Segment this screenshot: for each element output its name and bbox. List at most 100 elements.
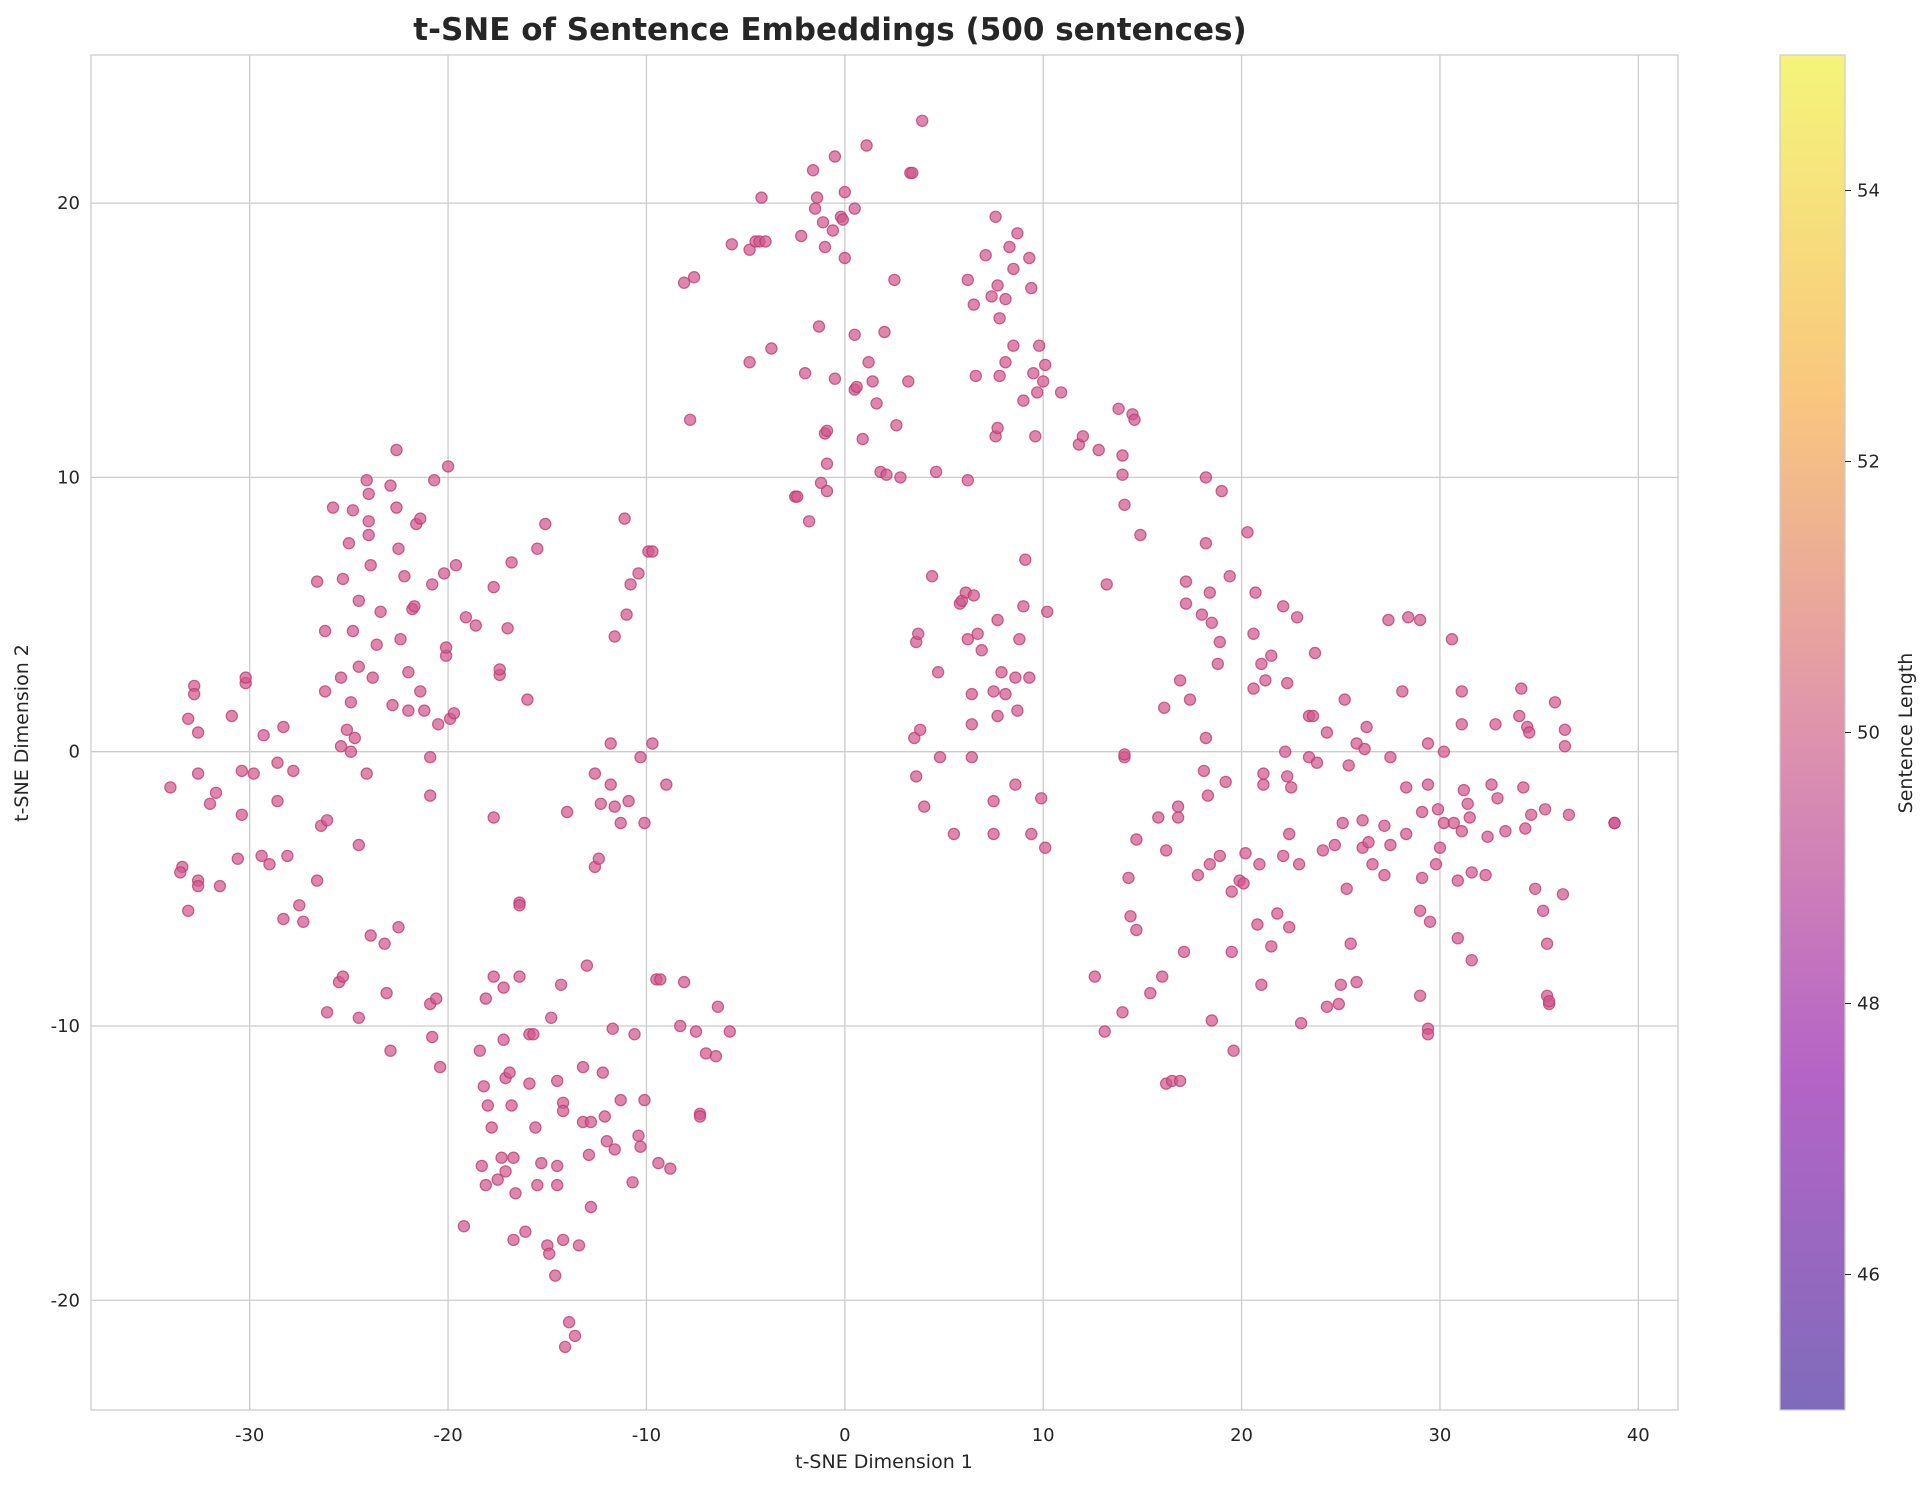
- data-point: [364, 559, 377, 572]
- data-point: [1292, 858, 1306, 871]
- data-point: [1542, 995, 1556, 1008]
- data-point: [572, 1239, 586, 1252]
- data-point: [1433, 841, 1447, 854]
- plot-frame: [90, 54, 1679, 1411]
- data-point: [481, 1099, 494, 1112]
- data-point: [677, 276, 691, 289]
- data-point: [1278, 745, 1292, 758]
- data-point: [1284, 781, 1298, 794]
- data-point: [991, 613, 1004, 627]
- data-point: [1413, 989, 1427, 1003]
- data-point: [814, 476, 828, 490]
- data-point: [1479, 868, 1492, 882]
- data-point: [1524, 808, 1538, 822]
- data-point: [247, 767, 260, 780]
- data-point: [1255, 657, 1268, 671]
- data-point: [1130, 923, 1143, 937]
- data-point: [1421, 1027, 1435, 1041]
- data-point: [543, 1247, 556, 1260]
- data-point: [1429, 858, 1443, 871]
- data-point: [352, 1011, 365, 1025]
- data-point: [394, 633, 407, 646]
- data-point: [1276, 600, 1290, 613]
- data-point: [618, 512, 631, 525]
- data-point: [374, 605, 387, 619]
- data-point: [820, 424, 834, 437]
- data-point: [352, 594, 365, 608]
- data-point: [1519, 822, 1532, 835]
- data-point: [916, 114, 929, 128]
- data-point: [806, 163, 820, 177]
- data-point: [1173, 674, 1187, 687]
- data-point: [1399, 781, 1413, 794]
- data-point: [457, 1219, 471, 1233]
- data-point: [487, 580, 500, 594]
- data-point: [360, 767, 373, 780]
- data-point: [1328, 838, 1342, 852]
- data-point: [344, 696, 358, 709]
- colorbar-tick-label: 50: [1857, 723, 1880, 744]
- data-point: [352, 660, 365, 673]
- data-point: [475, 1159, 488, 1173]
- data-point: [931, 666, 945, 679]
- data-point: [1088, 970, 1102, 983]
- data-point: [414, 685, 427, 698]
- data-point: [999, 687, 1012, 701]
- data-point: [320, 1006, 334, 1019]
- data-point: [310, 874, 324, 887]
- data-point: [683, 413, 697, 426]
- data-point: [646, 545, 659, 558]
- data-point: [582, 1148, 596, 1162]
- data-point: [1536, 904, 1550, 918]
- data-point: [334, 740, 348, 753]
- data-point: [1558, 723, 1572, 737]
- data-point: [604, 778, 617, 791]
- data-point: [1007, 262, 1020, 276]
- data-point: [1225, 945, 1238, 959]
- data-point: [1100, 578, 1113, 591]
- data-point: [798, 367, 812, 380]
- data-point: [1199, 537, 1213, 550]
- data-point: [1499, 825, 1512, 838]
- data-point: [473, 1044, 486, 1057]
- data-point: [1320, 726, 1334, 739]
- data-point: [1413, 904, 1427, 918]
- data-point: [1280, 676, 1294, 690]
- data-point: [1384, 838, 1397, 852]
- data-point: [320, 814, 334, 827]
- data-point: [1457, 783, 1471, 797]
- data-point: [1247, 682, 1260, 695]
- data-point: [293, 899, 306, 912]
- data-point: [1007, 339, 1020, 352]
- data-point: [664, 1162, 677, 1175]
- data-point: [297, 915, 310, 929]
- data-point: [257, 729, 270, 742]
- data-point: [497, 1033, 510, 1046]
- data-point: [1199, 731, 1213, 745]
- data-point: [890, 419, 903, 432]
- data-point: [1265, 649, 1278, 662]
- data-point: [991, 279, 1004, 292]
- data-point: [531, 1178, 544, 1192]
- data-point: [1203, 858, 1217, 871]
- data-point: [1528, 882, 1542, 896]
- data-point: [318, 685, 332, 698]
- data-point: [971, 627, 984, 641]
- data-point: [606, 1022, 619, 1035]
- data-point: [209, 786, 223, 800]
- data-point: [549, 1269, 562, 1282]
- data-point: [277, 912, 290, 926]
- data-point: [816, 216, 830, 229]
- data-point: [1455, 718, 1469, 731]
- data-point: [1489, 718, 1502, 731]
- data-point: [384, 1044, 397, 1057]
- data-point: [1025, 827, 1038, 841]
- data-point: [378, 937, 391, 950]
- data-point: [342, 537, 356, 550]
- data-point: [961, 273, 975, 287]
- data-point: [584, 1115, 598, 1129]
- data-point: [838, 185, 852, 199]
- data-point: [1013, 633, 1026, 646]
- data-point: [1205, 616, 1219, 630]
- data-point: [402, 704, 415, 717]
